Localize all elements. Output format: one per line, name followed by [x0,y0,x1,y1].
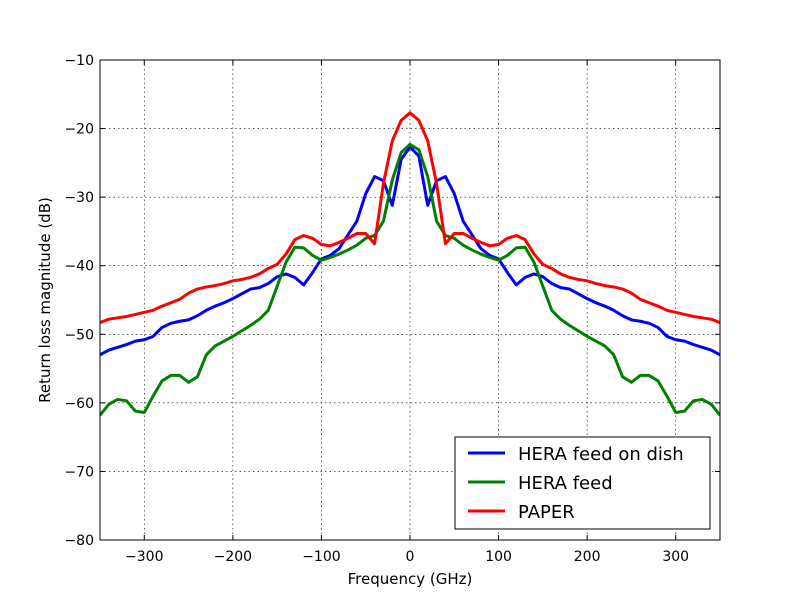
series-lines [100,111,720,417]
tick-labels: −300 −200 −100 0 100 200 300 −80 −70 −60 −50 −40 −30… [64,53,689,565]
legend-label-hera-feed-on-dish: HERA feed on dish [518,444,684,465]
y-axis-label: Return loss magnitude (dB) [36,197,54,403]
x-tick-label: 200 [574,549,601,565]
x-axis-label: Frequency (GHz) [348,570,473,588]
y-tick-label: −30 [64,190,94,206]
y-tick-label: −70 [64,464,94,480]
x-tick-label: 300 [662,549,689,565]
y-tick-label: −80 [64,533,94,549]
x-tick-label: −200 [214,549,252,565]
x-tick-label: −300 [125,549,163,565]
legend: HERA feed on dish HERA feed PAPER [454,436,711,530]
legend-label-hera-feed: HERA feed [518,473,613,494]
x-tick-label: −100 [302,549,340,565]
legend-label-paper: PAPER [518,502,575,523]
series-line-hera-feed [100,142,720,417]
ticks [100,59,720,541]
y-tick-label: −10 [64,53,94,69]
y-tick-label: −60 [64,396,94,412]
x-tick-label: 100 [485,549,512,565]
series-line-paper [100,111,720,325]
x-tick-label: 0 [406,549,415,565]
series-line-hera-feed-on-dish [100,145,720,357]
y-tick-label: −40 [64,259,94,275]
y-tick-label: −50 [64,327,94,343]
y-tick-label: −20 [64,122,94,138]
